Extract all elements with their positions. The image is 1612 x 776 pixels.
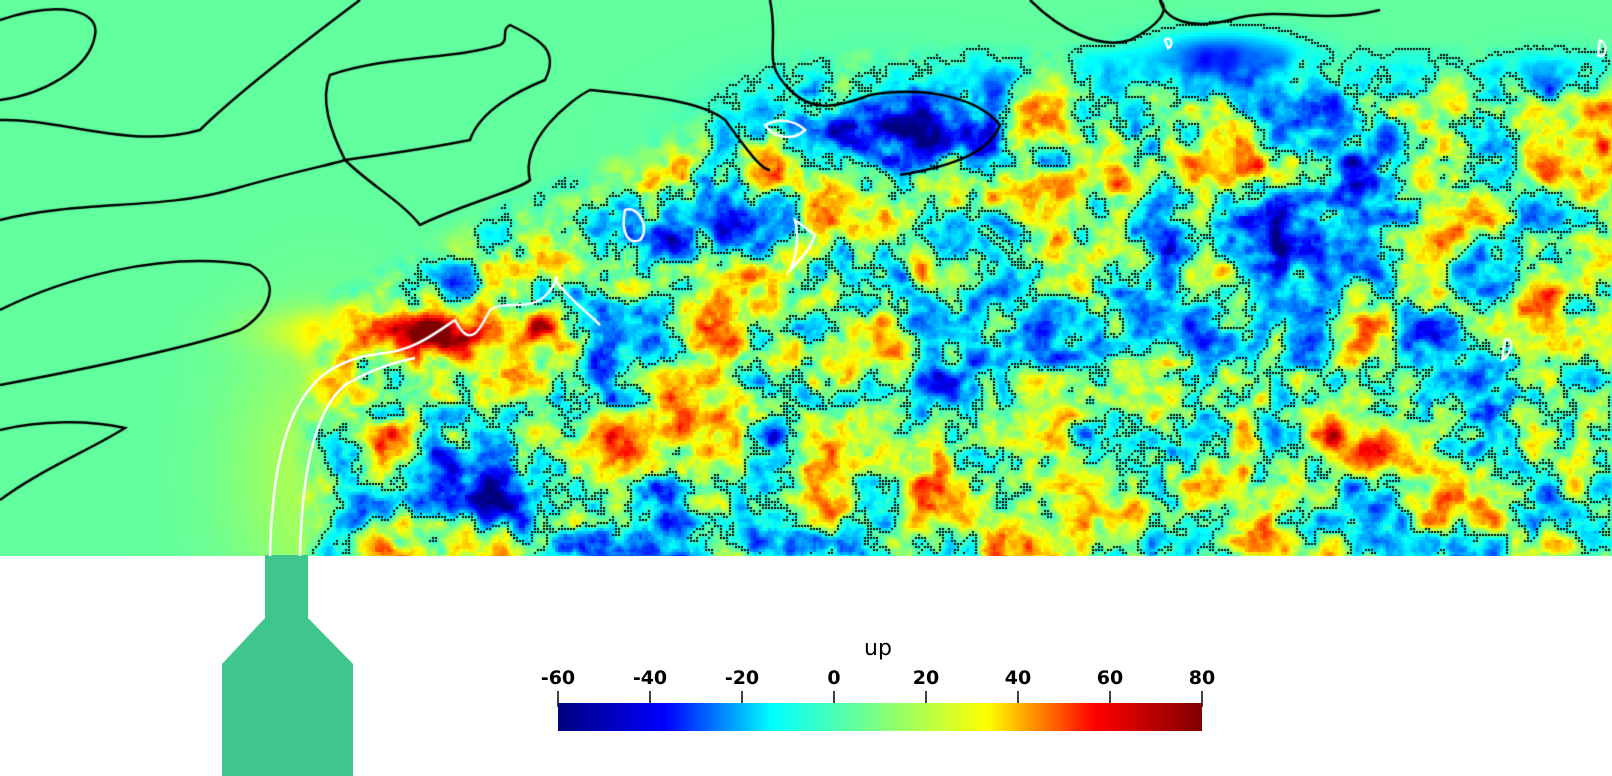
colorbar-tick-label: -20 <box>725 667 759 689</box>
colorbar-gradient-bar <box>558 703 1202 731</box>
colorbar-tick-label: -60 <box>541 667 575 689</box>
colorbar-tick-label: -40 <box>633 667 667 689</box>
colorbar-tick-label: 60 <box>1097 667 1123 689</box>
colorbar-tick-label: 80 <box>1189 667 1215 689</box>
colorbar-tick-label: 0 <box>827 667 840 689</box>
colorbar-tick-label: 20 <box>913 667 939 689</box>
colorbar-tick-label: 40 <box>1005 667 1031 689</box>
velocity-field-plot <box>0 0 1612 556</box>
colorbar-tick-labels: -60 -40 -20 0 20 40 60 80 <box>541 667 1215 689</box>
colorbar-title: up <box>864 636 892 661</box>
